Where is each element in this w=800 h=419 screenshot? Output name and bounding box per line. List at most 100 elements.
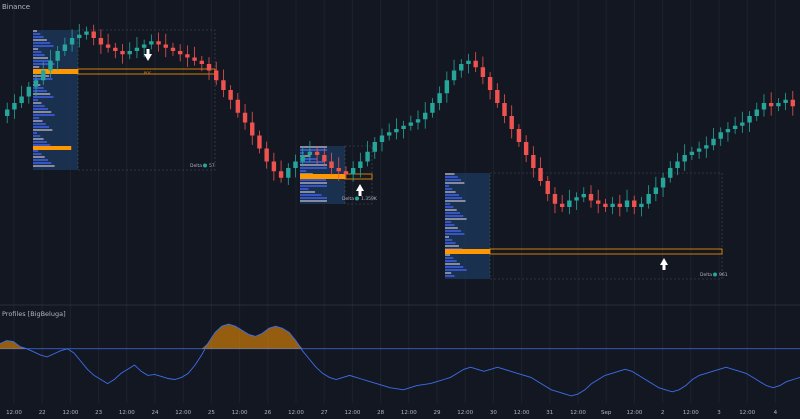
candle-body (430, 103, 435, 113)
profile-bar (300, 188, 309, 190)
candle-body (386, 132, 392, 136)
candle-body (473, 60, 478, 68)
profile-bar (445, 182, 465, 184)
candle-body (314, 151, 320, 155)
candle-body (156, 41, 161, 45)
profile-range-outline (77, 29, 216, 171)
profile-bar (445, 254, 451, 256)
candle-body (394, 129, 399, 133)
profile-bar (33, 30, 37, 32)
profile-bar (300, 197, 327, 199)
profile-bar (300, 167, 327, 169)
profile-bar (445, 266, 464, 268)
poc-bar (300, 174, 345, 179)
candle-body (358, 161, 363, 168)
arrow-marker (144, 54, 152, 61)
profile-bar (33, 150, 39, 152)
exchange-label: Binance (2, 3, 30, 11)
oscillator-pane (0, 323, 800, 397)
profile-bar (33, 108, 48, 110)
profile-bar (33, 162, 52, 164)
candle-body (466, 60, 471, 64)
candle-body (329, 161, 334, 168)
x-tick-label: 2 (661, 410, 665, 416)
delta-label: Delta (342, 196, 354, 202)
candle-body (653, 187, 659, 194)
x-tick-label: 23 (95, 410, 102, 416)
profile-bar (33, 60, 52, 62)
poc-bar (33, 69, 78, 74)
candle-body (69, 38, 75, 45)
candle-body (250, 122, 255, 136)
candle-body (206, 64, 212, 71)
candle-body (149, 41, 154, 45)
profile-bar (445, 263, 460, 265)
candle-body (307, 151, 313, 155)
candle-body (588, 194, 594, 201)
candle-body (408, 122, 414, 126)
profile-bar (300, 170, 307, 172)
candle-body (545, 181, 550, 194)
candle-body (257, 135, 262, 149)
candle-body (451, 70, 457, 81)
x-tick-label: 12:00 (514, 410, 530, 416)
poc-label: POC (144, 71, 152, 75)
candle-body (444, 80, 450, 94)
arrow-marker (356, 184, 364, 191)
profile-bar (33, 135, 41, 137)
candle-body (581, 194, 586, 198)
candle-body (776, 103, 781, 107)
profile-bar (33, 105, 45, 107)
candle-body (113, 47, 118, 51)
candle-body (437, 93, 442, 103)
profile-bar (300, 194, 322, 196)
delta-dot (203, 163, 207, 168)
candle-body (768, 103, 774, 107)
profile-bar (445, 269, 467, 271)
candle-body (552, 194, 558, 204)
candle-body (459, 64, 464, 71)
poc-extension (344, 173, 373, 180)
candle-body (5, 109, 10, 116)
delta-value: 1.359K (361, 196, 378, 202)
candle-body (185, 54, 190, 58)
poc-bar (445, 249, 490, 254)
candle-body (91, 31, 96, 38)
x-tick-label: 12:00 (6, 410, 22, 416)
candle-body (163, 44, 168, 48)
candle-body (235, 99, 241, 113)
profile-bar (445, 200, 466, 202)
profile-bar (33, 99, 39, 101)
candle-body (624, 200, 630, 207)
candle-body (790, 99, 795, 107)
candle-body (26, 86, 32, 97)
profile-bar (445, 257, 454, 259)
candle-body (682, 155, 687, 162)
profile-bar (33, 33, 41, 35)
candle-body (487, 77, 493, 90)
profile-bar (33, 156, 45, 158)
x-tick-label: 12:00 (683, 410, 699, 416)
profile-bar (300, 161, 324, 163)
arrow-stem (358, 191, 362, 196)
candle-body (127, 51, 132, 55)
candle-body (271, 161, 277, 172)
profile-bar (33, 102, 42, 104)
profile-bar (300, 152, 304, 154)
profile-bar (33, 45, 54, 47)
candle-body (192, 57, 197, 61)
candle-body (689, 151, 695, 155)
x-tick-label: 12:00 (288, 410, 304, 416)
candle-body (754, 109, 759, 116)
profile-bar (445, 191, 456, 193)
grid-lines (13, 0, 776, 403)
profile-bar (33, 114, 55, 116)
candle-body (502, 103, 507, 116)
delta-label: Delta (190, 163, 202, 169)
x-tick-label: 12:00 (62, 410, 78, 416)
profile-bar (300, 182, 327, 184)
profile-bar (445, 209, 457, 211)
candle-body (199, 60, 205, 64)
candle-body (711, 138, 716, 146)
candle-body (423, 112, 428, 120)
